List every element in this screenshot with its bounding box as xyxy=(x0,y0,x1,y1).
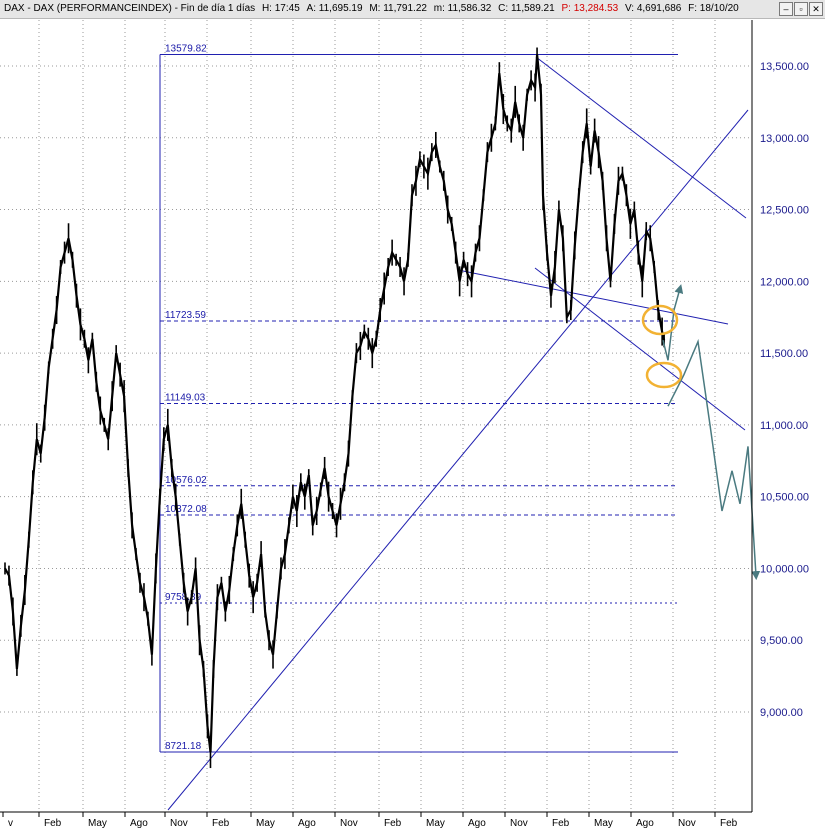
y-tick-label: 13,500.00 xyxy=(760,61,809,73)
close-button[interactable]: ✕ xyxy=(809,2,823,16)
x-tick-label: Ago xyxy=(130,818,148,829)
trend-line xyxy=(457,269,729,325)
x-tick-label: Feb xyxy=(552,818,570,829)
trend-line xyxy=(534,267,746,431)
x-tick-label: May xyxy=(256,818,275,829)
highlight-circles xyxy=(641,304,683,389)
fib-level-label: 9758.89 xyxy=(165,592,202,603)
stat-h-value: 17:45 xyxy=(274,3,300,14)
x-tick-label: Feb xyxy=(720,818,738,829)
fib-level-label: 10372.08 xyxy=(165,504,207,515)
minimize-button[interactable]: – xyxy=(779,2,793,16)
y-tick-label: 13,000.00 xyxy=(760,133,809,145)
projection-arrows xyxy=(662,284,761,581)
fib-level-label: 13579.82 xyxy=(165,44,207,55)
y-tick-label: 11,500.00 xyxy=(760,348,808,360)
y-tick-label: 9,000.00 xyxy=(760,707,803,719)
stat-volume-label: V: xyxy=(624,3,635,14)
fib-level-label: 11149.03 xyxy=(165,392,206,403)
fib-level-label: 8721.18 xyxy=(165,741,202,752)
trend-line xyxy=(535,56,747,219)
y-tick-label: 12,500.00 xyxy=(760,205,809,217)
x-tick-label: Ago xyxy=(298,818,316,829)
support-circle-upper xyxy=(641,304,679,336)
stat-volume-value: 4,691,686 xyxy=(636,3,682,14)
stat-close-value: 11,589.21 xyxy=(510,3,555,14)
x-tick-label: Nov xyxy=(340,818,358,829)
title-bar: DAX - DAX (PERFORMANCEINDEX) - Fin de dí… xyxy=(0,0,825,19)
stat-high-value: 11,791.22 xyxy=(383,3,427,14)
support-circle-lower xyxy=(645,361,683,389)
stat-high-label: M: xyxy=(369,3,381,14)
x-tick-label: Nov xyxy=(510,818,528,829)
x-tick-label: v xyxy=(8,818,13,829)
fib-level-label: 11723.59 xyxy=(165,310,206,321)
close-icon: ✕ xyxy=(812,4,820,14)
x-tick-label: Feb xyxy=(384,818,402,829)
x-axis: v Feb May Ago Nov Feb May Ago Nov Feb May Ago Nov Feb… xyxy=(0,20,753,829)
y-tick-label: 11,000.00 xyxy=(760,420,808,432)
projection-arrow-up xyxy=(662,284,684,361)
maximize-button[interactable]: ▫ xyxy=(794,2,808,16)
stat-h-label: H: xyxy=(261,3,272,14)
stat-low-value: 11,586.32 xyxy=(447,3,492,14)
fib-level-label: 10576.02 xyxy=(165,475,207,486)
y-tick-label: 10,000.00 xyxy=(760,563,809,575)
price-line xyxy=(4,54,666,753)
x-tick-label: Feb xyxy=(212,818,230,829)
fibonacci-levels: 13579.82 11723.59 11149.03 10576.02 10372.08… xyxy=(159,44,678,753)
stat-date-label: F: xyxy=(688,3,698,14)
y-tick-label: 12,000.00 xyxy=(760,276,809,288)
trend-lines xyxy=(167,56,749,811)
stat-low-label: m: xyxy=(433,3,445,14)
x-tick-label: Ago xyxy=(468,818,486,829)
minimize-icon: – xyxy=(783,4,789,14)
y-axis: 9,000.00 9,500.00 10,000.00 10,500.00 11,000… xyxy=(760,61,809,719)
trend-line xyxy=(167,109,749,811)
stat-open-label: A: xyxy=(306,3,316,14)
maximize-icon: ▫ xyxy=(799,4,803,14)
y-tick-label: 10,500.00 xyxy=(760,492,809,504)
stat-date-value: 18/10/20 xyxy=(699,3,739,14)
x-tick-label: Ago xyxy=(636,818,654,829)
y-tick-label: 9,500.00 xyxy=(760,635,803,647)
stat-open-value: 11,695.19 xyxy=(318,3,363,14)
x-tick-label: Nov xyxy=(170,818,188,829)
projection-arrow-down xyxy=(667,338,761,581)
stat-p-label: P: xyxy=(561,3,571,14)
symbol-title: DAX - DAX (PERFORMANCEINDEX) - Fin de dí… xyxy=(4,3,256,14)
stat-close-label: C: xyxy=(498,3,509,14)
x-tick-label: May xyxy=(426,818,445,829)
x-tick-label: Nov xyxy=(678,818,696,829)
stat-p-value: 13,284.53 xyxy=(573,3,619,14)
x-tick-label: May xyxy=(594,818,613,829)
price-series xyxy=(4,47,666,769)
x-tick-label: Feb xyxy=(44,818,62,829)
x-tick-label: May xyxy=(88,818,107,829)
grid xyxy=(0,20,752,812)
